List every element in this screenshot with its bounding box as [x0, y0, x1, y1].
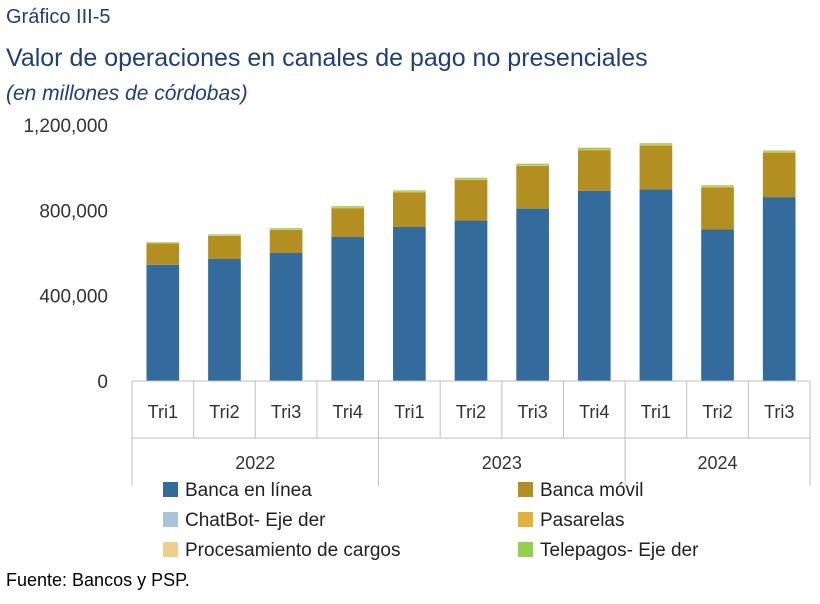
- bar-segment: [762, 197, 796, 381]
- bar-segment: [208, 234, 241, 236]
- chart-title: Valor de operaciones en canales de pago …: [6, 44, 648, 72]
- x-tick-label: Tri1: [641, 402, 671, 422]
- bar-segment: [208, 258, 241, 381]
- y-tick-label: 1,200,000: [23, 116, 108, 137]
- bar-segment: [639, 189, 673, 381]
- x-tick-label: Tri3: [764, 402, 794, 422]
- bar-segment: [577, 190, 611, 381]
- bar-segment: [516, 165, 549, 166]
- legend-swatch: [163, 482, 178, 497]
- bar-segment: [701, 229, 734, 381]
- x-tick-label: Tri1: [148, 402, 178, 422]
- legend-label: Banca en línea: [185, 480, 312, 501]
- bar-segment: [454, 179, 488, 180]
- y-tick-label: 400,000: [39, 287, 108, 308]
- bar-segment: [639, 143, 673, 145]
- bar-segment: [639, 144, 673, 146]
- bar-segment: [762, 150, 796, 152]
- legend-label: Procesamiento de cargos: [185, 540, 400, 561]
- bar-segment: [269, 228, 303, 230]
- bar-segment: [701, 185, 734, 187]
- bar-segment: [639, 145, 673, 190]
- chart-kicker: Gráfico III-5: [6, 6, 111, 28]
- bar-segment: [762, 152, 796, 198]
- bar-segment: [762, 151, 796, 153]
- legend-swatch: [163, 542, 178, 557]
- bar-segment: [516, 165, 549, 209]
- legend-swatch: [163, 512, 178, 527]
- bar-segment: [208, 235, 241, 259]
- x-tick-label: Tri2: [209, 402, 239, 422]
- legend-label: Telepagos- Eje der: [540, 540, 699, 561]
- legend: Banca en línea Banca móvil ChatBot- Eje de…: [163, 480, 699, 561]
- year-label: 2024: [698, 453, 738, 473]
- legend-label: Banca móvil: [540, 480, 644, 501]
- bar-segment: [146, 243, 180, 265]
- bar-segment: [331, 208, 365, 237]
- bar-segment: [516, 208, 549, 381]
- x-tick-label: Tri4: [579, 402, 609, 422]
- bar-segment: [701, 186, 734, 188]
- x-tick-label: Tri4: [333, 402, 363, 422]
- bar-segment: [454, 177, 488, 180]
- year-label: 2022: [235, 453, 275, 473]
- y-axis-ticks: 0 400,000 800,000 1,200,000: [23, 116, 108, 393]
- source-note: Fuente: Bancos y PSP.: [6, 570, 190, 590]
- bar-segment: [701, 187, 734, 230]
- bar-segment: [393, 191, 426, 193]
- bar-segment: [516, 163, 549, 165]
- bar-segment: [393, 226, 426, 381]
- bar-segment: [269, 229, 303, 253]
- bar-segment: [331, 237, 365, 381]
- x-tick-label: Tri2: [456, 402, 486, 422]
- legend-swatch: [518, 542, 533, 557]
- x-tick-label: Tri2: [702, 402, 732, 422]
- bar-segment: [393, 190, 426, 192]
- bar-segment: [454, 220, 488, 381]
- legend-label: ChatBot- Eje der: [185, 510, 326, 531]
- bars: [146, 143, 796, 381]
- x-tick-label: Tri3: [517, 402, 547, 422]
- bar-segment: [577, 149, 611, 151]
- bar-segment: [577, 150, 611, 191]
- chart-subtitle: (en millones de córdobas): [6, 82, 248, 105]
- year-label: 2023: [482, 453, 522, 473]
- x-tick-label: Tri1: [394, 402, 424, 422]
- bar-segment: [331, 206, 365, 208]
- y-tick-label: 800,000: [39, 201, 108, 222]
- bar-segment: [454, 180, 488, 221]
- bar-segment: [146, 264, 180, 381]
- x-axis: Tri1 Tri2 Tri3 Tri4 Tri1 Tri2 Tri3 Tri4 Tri1 Tri2…: [131, 380, 811, 486]
- bar-segment: [577, 147, 611, 150]
- y-tick-label: 0: [97, 372, 108, 393]
- legend-swatch: [518, 482, 533, 497]
- legend-swatch: [518, 512, 533, 527]
- x-tick-label: Tri3: [271, 402, 301, 422]
- bar-segment: [331, 207, 365, 209]
- bar-segment: [146, 242, 180, 243]
- bar-segment: [393, 192, 426, 227]
- bar-segment: [269, 253, 303, 381]
- legend-label: Pasarelas: [540, 510, 625, 531]
